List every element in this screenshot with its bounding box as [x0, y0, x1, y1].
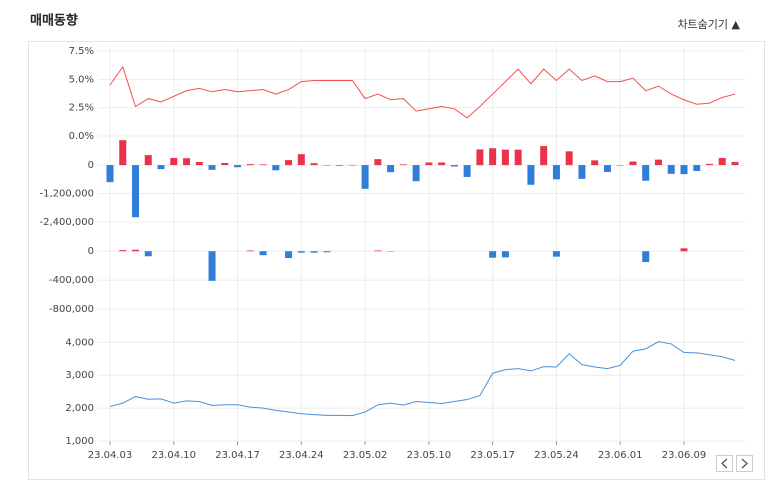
bar [591, 160, 598, 165]
bar [578, 165, 585, 179]
bar [119, 250, 126, 251]
bar [170, 158, 177, 165]
y-tick-label: -400,000 [49, 275, 94, 286]
bar [132, 250, 139, 251]
bar [183, 158, 190, 165]
bar [502, 251, 509, 257]
y-tick-label: -2,400,000 [39, 217, 94, 228]
x-tick-label: 23.04.10 [152, 450, 197, 461]
bar [642, 165, 649, 181]
bar [221, 163, 228, 165]
bar [311, 251, 318, 252]
bar [107, 165, 114, 182]
x-tick-label: 23.05.02 [343, 450, 388, 461]
bar [413, 165, 420, 181]
y-tick-label: 3,000 [65, 370, 94, 381]
x-tick-label: 23.05.10 [407, 450, 452, 461]
bar [502, 150, 509, 165]
x-tick-label: 23.06.09 [662, 450, 707, 461]
bar [706, 164, 713, 165]
bar [323, 251, 330, 252]
bar [132, 165, 139, 217]
bar [387, 165, 394, 172]
bar [260, 251, 267, 255]
line-series [110, 67, 735, 118]
page-title: 매매동향 [30, 13, 78, 29]
bar [553, 251, 560, 256]
bar [693, 165, 700, 171]
y-tick-label: 0 [88, 246, 94, 257]
line-series [110, 342, 735, 416]
bar [209, 251, 216, 281]
bar [362, 165, 369, 189]
y-tick-label: -1,200,000 [39, 189, 94, 200]
x-tick-label: 23.05.17 [470, 450, 515, 461]
bar [489, 148, 496, 165]
bar [298, 251, 305, 252]
bar [119, 140, 126, 165]
bar [158, 165, 165, 169]
bar [285, 160, 292, 165]
next-button[interactable] [737, 456, 753, 472]
y-tick-label: 2,000 [65, 403, 94, 414]
bar [400, 164, 407, 165]
bar [655, 160, 662, 165]
bar [680, 165, 687, 174]
bar [732, 162, 739, 165]
y-tick-label: 0.0% [69, 131, 94, 142]
bar [374, 159, 381, 165]
bar [515, 150, 522, 165]
y-tick-label: 1,000 [65, 436, 94, 447]
bar [272, 165, 279, 170]
x-tick-label: 23.06.01 [598, 450, 643, 461]
toggle-chart[interactable]: 차트숨기기 ▲ [677, 18, 740, 31]
bar [464, 165, 471, 177]
bar [145, 251, 152, 256]
x-tick-label: 23.04.17 [215, 450, 260, 461]
bar [604, 165, 611, 172]
bar [145, 155, 152, 165]
y-tick-label: 4,000 [65, 337, 94, 348]
y-tick-label: 2.5% [69, 103, 94, 114]
bar [476, 149, 483, 165]
bar [629, 162, 636, 166]
x-tick-label: 23.04.03 [88, 450, 133, 461]
bar [566, 151, 573, 165]
y-tick-label: 5.0% [69, 74, 94, 85]
y-tick-label: 7.5% [69, 46, 94, 57]
bar [285, 251, 292, 258]
bar [540, 146, 547, 165]
bar [247, 164, 254, 165]
bar [311, 163, 318, 165]
bar [209, 165, 216, 170]
bar [489, 251, 496, 258]
bar [668, 165, 675, 174]
bar [719, 158, 726, 165]
bar [196, 162, 203, 165]
bar [553, 165, 560, 179]
bar [527, 165, 534, 185]
prev-button[interactable] [717, 456, 733, 472]
y-tick-label: -800,000 [49, 304, 94, 315]
bar [680, 248, 687, 251]
bar [642, 251, 649, 262]
bar [438, 162, 445, 165]
bar [374, 251, 381, 252]
bar [260, 164, 267, 165]
y-tick-label: 0 [88, 160, 94, 171]
bar [451, 165, 458, 166]
x-tick-label: 23.05.24 [534, 450, 579, 461]
bar [247, 251, 254, 252]
x-tick-label: 23.04.24 [279, 450, 324, 461]
bar [298, 154, 305, 165]
bar [336, 165, 343, 166]
bar [234, 165, 241, 167]
bar [425, 162, 432, 165]
